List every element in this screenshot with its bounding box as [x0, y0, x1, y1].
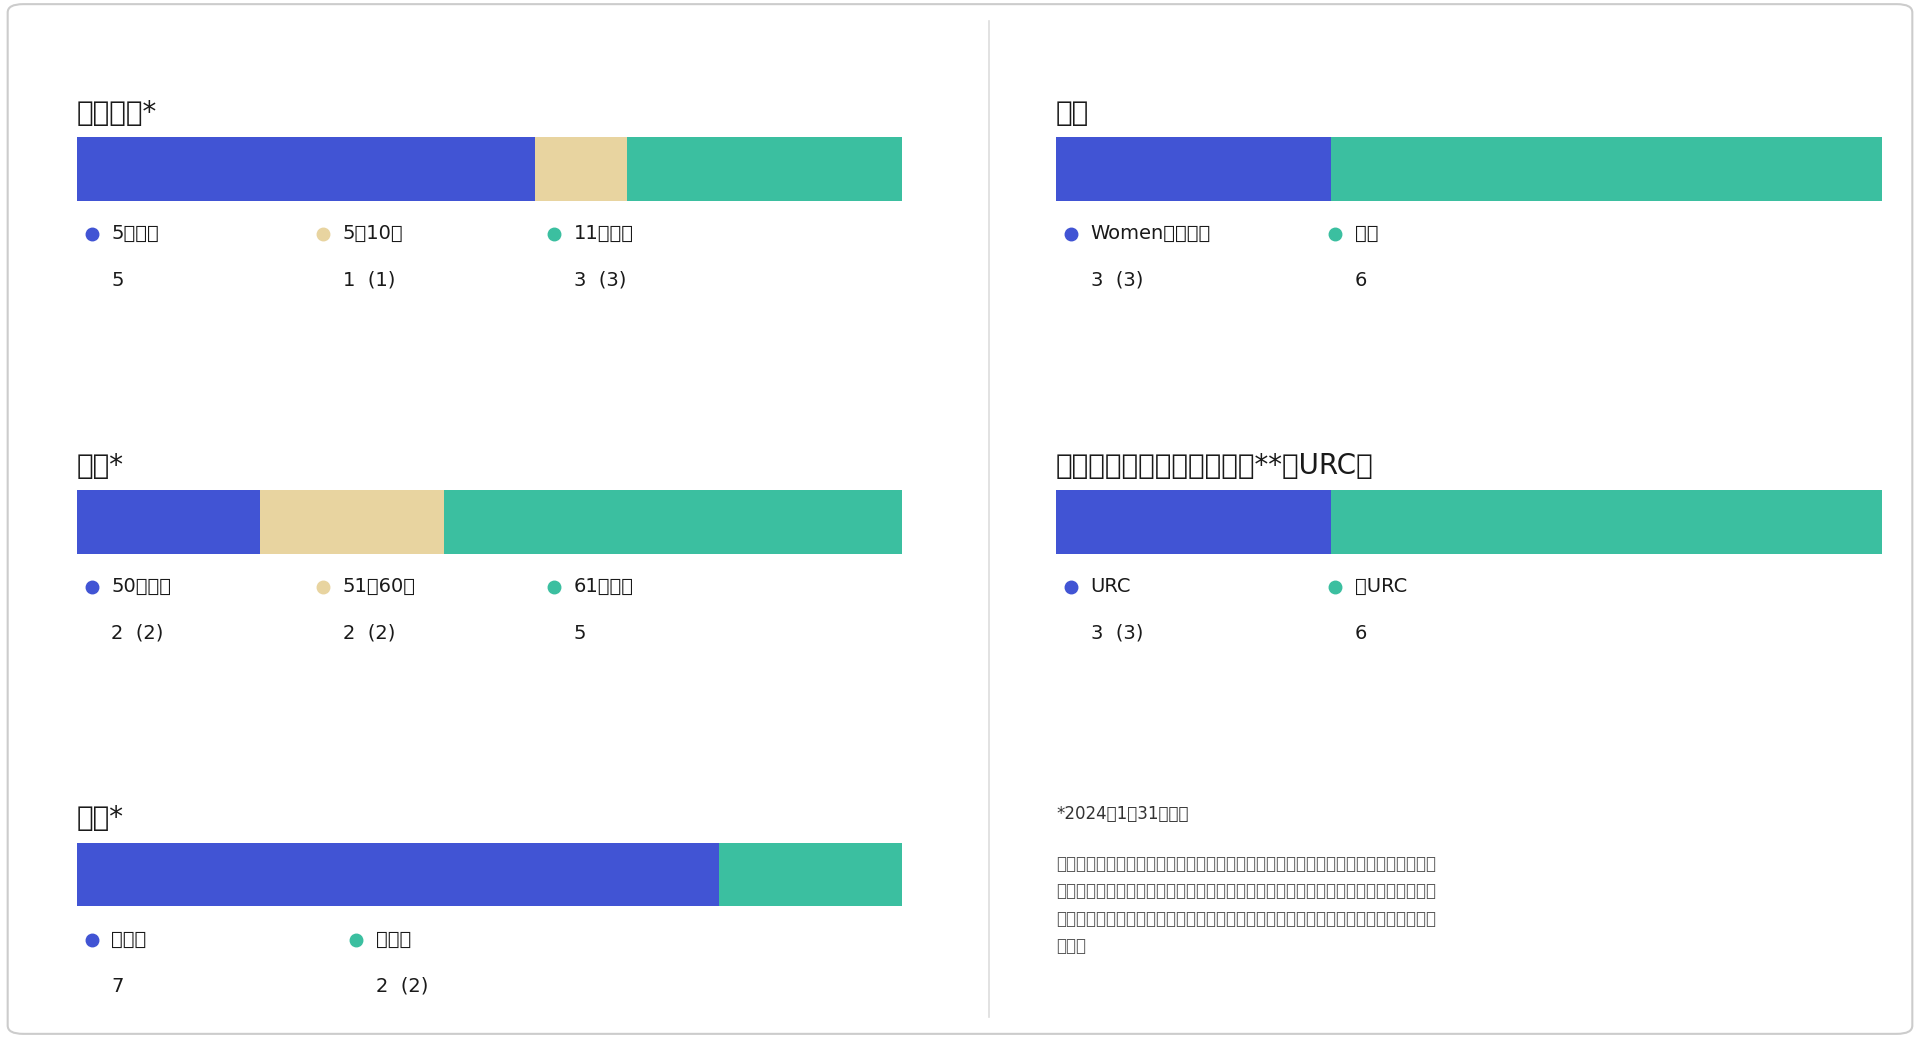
Text: 3  (3): 3 (3): [1091, 271, 1142, 290]
Text: 3  (3): 3 (3): [1091, 624, 1142, 643]
Text: 年齢*: 年齢*: [77, 452, 123, 480]
Bar: [77, 843, 718, 906]
Text: 50歳未満: 50歳未満: [111, 577, 171, 596]
Text: 非URC: 非URC: [1356, 577, 1407, 596]
Bar: [1056, 137, 1331, 200]
Text: 男性: 男性: [1356, 224, 1379, 243]
Bar: [718, 843, 902, 906]
Text: 2  (2): 2 (2): [342, 624, 396, 643]
Bar: [261, 490, 444, 553]
Text: 従業員: 従業員: [376, 930, 411, 949]
Text: 1  (1): 1 (1): [342, 271, 396, 290]
Text: 独立性: 独立性: [111, 930, 146, 949]
Text: 3  (3): 3 (3): [574, 271, 626, 290]
Text: URC: URC: [1091, 577, 1131, 596]
Text: 51〜60歳: 51〜60歳: [342, 577, 415, 596]
Text: 7: 7: [111, 977, 125, 995]
Text: Women（女性）: Women（女性）: [1091, 224, 1212, 243]
Text: 2  (2): 2 (2): [111, 624, 163, 643]
Text: 61歳以上: 61歳以上: [574, 577, 634, 596]
Bar: [536, 137, 628, 200]
Text: 黒人、アフリカ系アメリカ人、ヒスパニック系、ラテン系、アジア系、太平洋諸島先
住民、アメリカインディアン、ハワイ先住民、アラスカ先住民を自認する個人、また
はゲ: 黒人、アフリカ系アメリカ人、ヒスパニック系、ラテン系、アジア系、太平洋諸島先 住…: [1056, 855, 1436, 955]
Bar: [1331, 490, 1882, 553]
FancyBboxPatch shape: [8, 4, 1912, 1034]
Text: 在職期間*: 在職期間*: [77, 99, 157, 127]
Text: 6: 6: [1356, 624, 1367, 643]
Text: マイノリティコミュニティ**（URC）: マイノリティコミュニティ**（URC）: [1056, 452, 1373, 480]
Text: 5〜10年: 5〜10年: [342, 224, 403, 243]
Text: 5: 5: [111, 271, 125, 290]
Bar: [77, 490, 261, 553]
Text: 性別: 性別: [1056, 99, 1089, 127]
Text: 6: 6: [1356, 271, 1367, 290]
Bar: [1331, 137, 1882, 200]
Bar: [77, 137, 536, 200]
Bar: [444, 490, 902, 553]
Bar: [1056, 490, 1331, 553]
Text: 2  (2): 2 (2): [376, 977, 428, 995]
Text: 5: 5: [574, 624, 586, 643]
Text: 5年未満: 5年未満: [111, 224, 159, 243]
Text: *2024年1月31日現在: *2024年1月31日現在: [1056, 805, 1188, 823]
Text: 独立*: 独立*: [77, 804, 123, 832]
Bar: [628, 137, 902, 200]
Text: 11年以上: 11年以上: [574, 224, 634, 243]
